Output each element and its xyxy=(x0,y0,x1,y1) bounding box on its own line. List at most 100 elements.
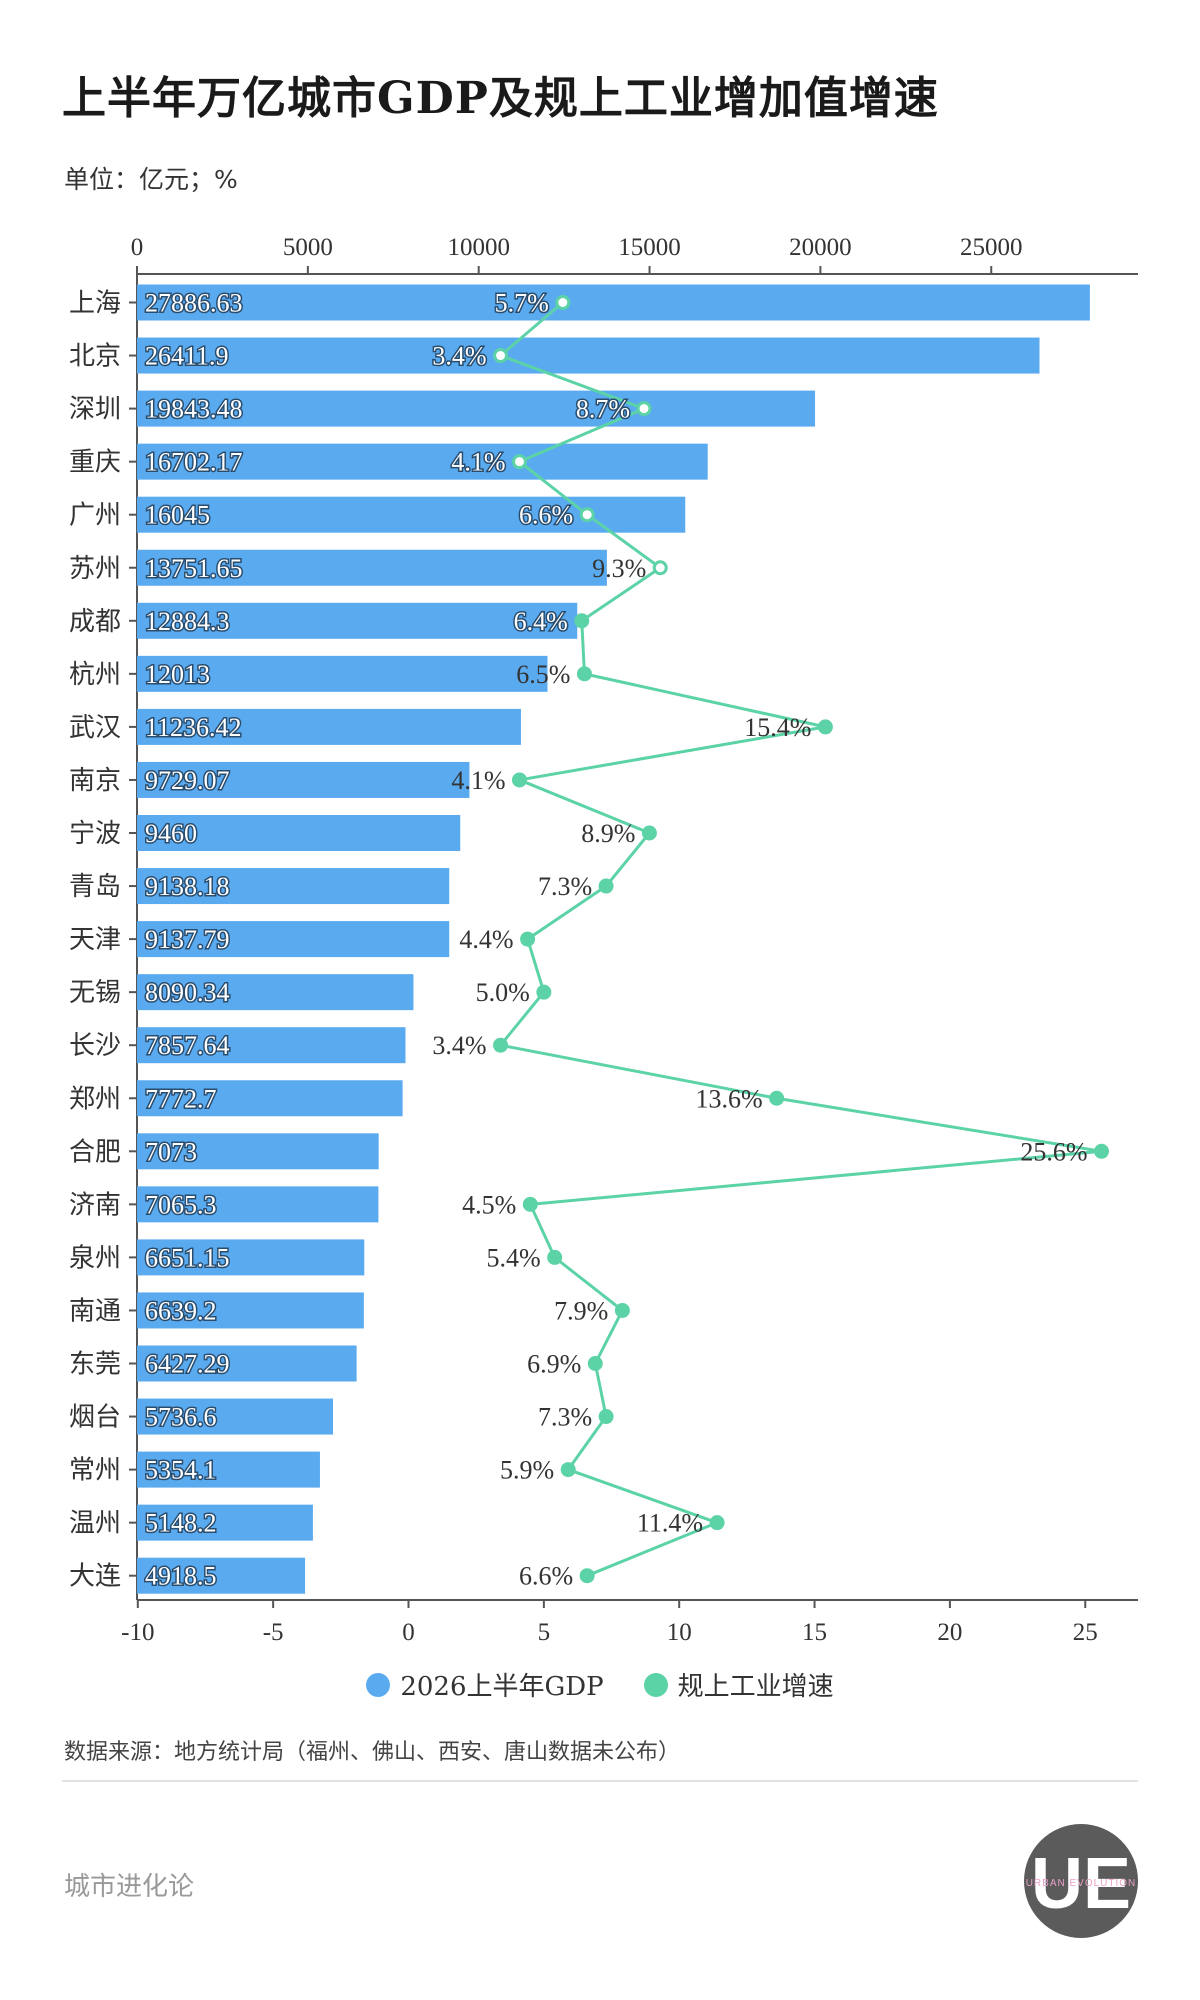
growth-value-label: 5.7% xyxy=(495,289,549,318)
category-label: 南京 xyxy=(69,766,121,796)
category-label: 上海 xyxy=(69,289,121,319)
gdp-value-label: 27886.63 xyxy=(145,289,243,318)
gdp-value-label: 9729.07 xyxy=(145,766,230,795)
gdp-bar xyxy=(137,1292,364,1329)
gdp-bar xyxy=(137,284,1090,321)
gdp-bar xyxy=(137,655,548,692)
growth-point xyxy=(511,772,527,788)
category-label: 青岛 xyxy=(69,872,121,902)
category-label: 重庆 xyxy=(69,448,121,478)
bottom-axis-tick-label: 20 xyxy=(937,1619,962,1646)
category-label: 温州 xyxy=(69,1509,121,1539)
gdp-bar xyxy=(137,337,1040,374)
gdp-value-label: 6639.2 xyxy=(145,1296,217,1325)
legend-swatch-growth xyxy=(643,1672,668,1697)
category-label: 武汉 xyxy=(69,713,121,743)
growth-point xyxy=(598,878,614,894)
category-label: 宁波 xyxy=(69,819,121,849)
top-axis-tick-label: 5000 xyxy=(283,234,333,261)
category-label: 大连 xyxy=(69,1562,121,1592)
growth-value-label: 7.3% xyxy=(538,872,592,901)
growth-value-label: 5.9% xyxy=(500,1456,554,1485)
growth-point xyxy=(769,1090,785,1106)
growth-value-label: 3.4% xyxy=(432,1031,486,1060)
gdp-value-label: 6427.29 xyxy=(145,1350,230,1379)
bottom-axis-tick-label: 15 xyxy=(802,1619,827,1646)
bottom-axis-tick-label: -5 xyxy=(263,1619,284,1646)
gdp-bar xyxy=(137,1345,357,1382)
divider xyxy=(62,1780,1138,1782)
category-label: 无锡 xyxy=(69,978,121,1008)
category-label: 成都 xyxy=(69,607,121,637)
gdp-bar xyxy=(137,921,450,958)
top-axis-tick-label: 25000 xyxy=(960,234,1023,261)
growth-value-label: 8.7% xyxy=(576,395,630,424)
gdp-bar xyxy=(137,1504,313,1541)
gdp-bar xyxy=(137,1239,365,1276)
gdp-value-label: 12884.3 xyxy=(145,607,230,636)
gdp-value-label: 9138.18 xyxy=(145,872,230,901)
top-axis-tick-label: 15000 xyxy=(618,234,681,261)
category-label: 烟台 xyxy=(69,1403,121,1433)
growth-point xyxy=(493,348,509,364)
bottom-axis-tick-label: -10 xyxy=(121,1619,154,1646)
logo-circle xyxy=(1024,1824,1138,1938)
gdp-value-label: 16045 xyxy=(145,501,210,530)
legend-swatch-gdp xyxy=(366,1672,391,1697)
top-axis-tick-label: 0 xyxy=(131,234,144,261)
gdp-value-label: 5736.6 xyxy=(145,1403,217,1432)
growth-point xyxy=(641,825,657,841)
brand-logo-icon: UE URBAN EVOLUTION xyxy=(1024,1824,1138,1938)
gdp-value-label: 9460 xyxy=(145,819,197,848)
top-axis-tick-label: 10000 xyxy=(447,234,510,261)
gdp-value-label: 26411.9 xyxy=(145,342,229,371)
gdp-bar xyxy=(137,549,607,586)
category-label: 苏州 xyxy=(69,554,121,584)
gdp-bar xyxy=(137,868,450,905)
growth-point xyxy=(574,613,590,629)
combo-chart: 0 5000 10000 15000 20000 25000 -10 -5 0 5 10 15 20 25… xyxy=(69,234,1138,1646)
category-label: 泉州 xyxy=(69,1243,121,1273)
growth-value-label: 8.9% xyxy=(581,819,635,848)
growth-value-label: 4.4% xyxy=(459,925,513,954)
gdp-bar xyxy=(137,1133,379,1170)
gdp-bar xyxy=(137,974,414,1011)
growth-point xyxy=(709,1515,725,1531)
gdp-value-label: 19843.48 xyxy=(145,395,243,424)
bottom-axis-tick-label: 5 xyxy=(538,1619,551,1646)
growth-point xyxy=(652,560,668,576)
gdp-bar xyxy=(137,1186,379,1223)
growth-point xyxy=(536,984,552,1000)
category-label: 合肥 xyxy=(69,1137,121,1167)
gdp-bar xyxy=(137,815,461,851)
category-label: 天津 xyxy=(69,925,121,955)
growth-value-label: 9.3% xyxy=(592,554,646,583)
category-label: 长沙 xyxy=(69,1031,121,1061)
bottom-axis-tick-label: 0 xyxy=(402,1619,415,1646)
growth-point xyxy=(520,931,536,947)
growth-value-label: 4.5% xyxy=(462,1190,516,1219)
gdp-bar xyxy=(137,443,708,480)
category-label: 东莞 xyxy=(69,1350,121,1380)
category-label: 深圳 xyxy=(69,395,121,425)
growth-point xyxy=(587,1356,603,1371)
growth-point xyxy=(1093,1143,1109,1159)
gdp-value-label: 9137.79 xyxy=(145,925,230,954)
bottom-axis-tick-label: 10 xyxy=(667,1619,692,1646)
growth-value-label: 4.1% xyxy=(451,766,505,795)
gdp-value-label: 7065.3 xyxy=(145,1190,217,1219)
gdp-bar xyxy=(137,1557,306,1594)
gdp-value-label: 7857.64 xyxy=(145,1031,230,1060)
gdp-value-label: 11236.42 xyxy=(145,713,242,742)
growth-value-label: 13.6% xyxy=(695,1084,762,1113)
growth-value-label: 15.4% xyxy=(744,713,811,742)
gdp-value-label: 5354.1 xyxy=(145,1456,217,1485)
growth-value-label: 25.6% xyxy=(1020,1137,1087,1166)
growth-point xyxy=(522,1196,538,1212)
logo-text: URBAN EVOLUTION xyxy=(1026,1878,1137,1889)
category-label: 常州 xyxy=(69,1456,121,1486)
category-label: 郑州 xyxy=(69,1084,121,1114)
gdp-value-label: 5148.2 xyxy=(145,1509,217,1538)
gdp-bar xyxy=(137,1027,406,1064)
gdp-value-label: 16702.17 xyxy=(145,448,243,477)
